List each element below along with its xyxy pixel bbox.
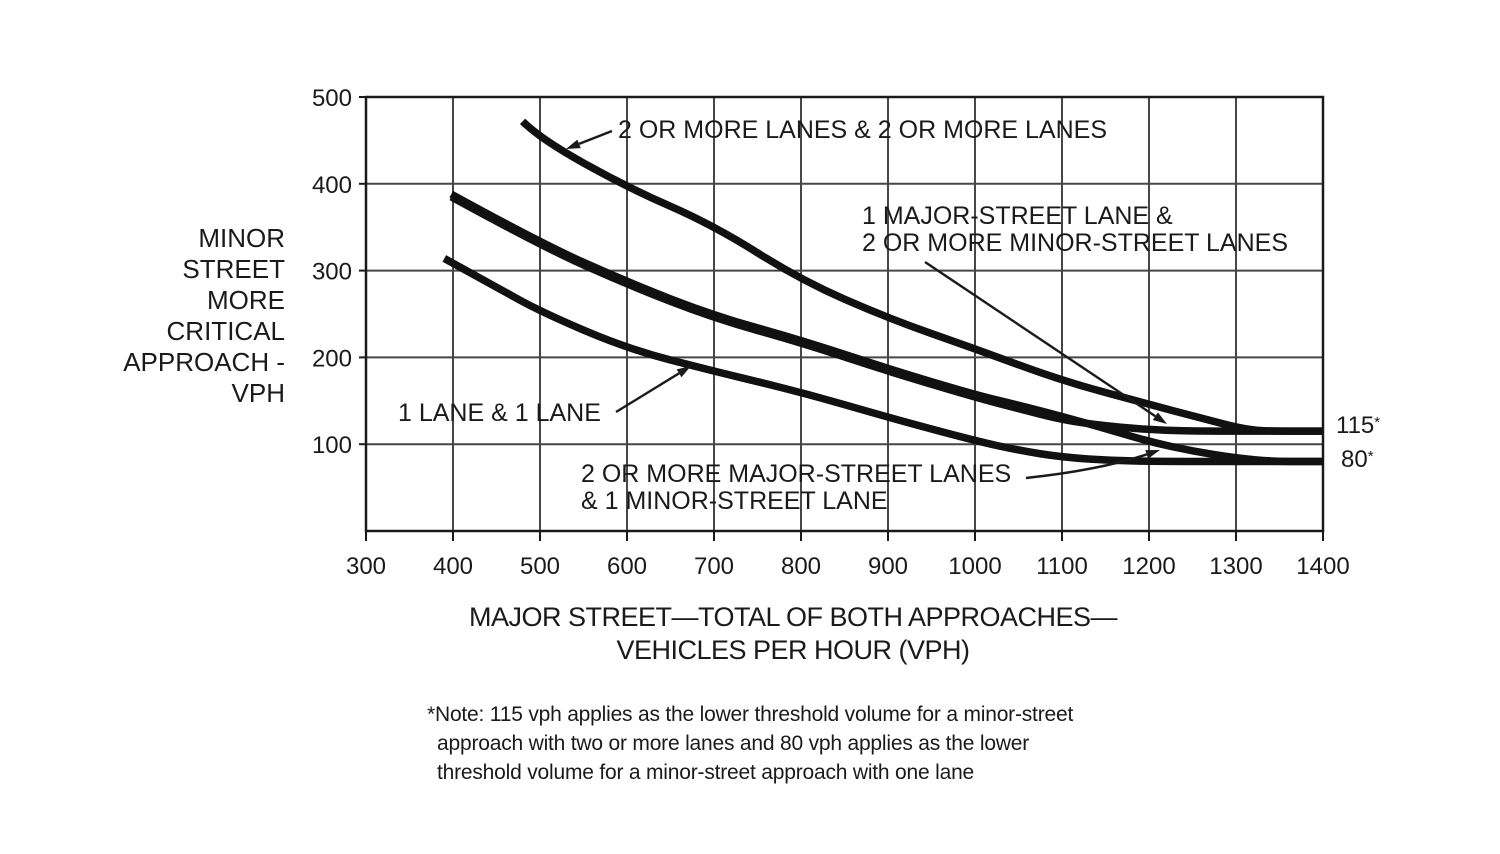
curve-label-line: 2 OR MORE MAJOR-STREET LANES	[581, 460, 1012, 488]
asterisk: *	[1367, 448, 1374, 465]
y-axis-title-line: CRITICAL	[166, 316, 285, 346]
arrowhead-icon	[566, 139, 581, 149]
y-axis-title-line: VPH	[231, 378, 285, 408]
y-tick-label: 500	[312, 85, 352, 112]
curve-label-2-or-more-and-2-or-more: 2 OR MORE LANES & 2 OR MORE LANES	[618, 116, 1108, 144]
leader-line	[615, 372, 680, 414]
x-tick-label: 600	[607, 553, 647, 580]
x-axis-title: MAJOR STREET—TOTAL OF BOTH APPROACHES— V…	[443, 601, 1143, 667]
warrant-curve	[442, 255, 1323, 466]
y-axis-title-line: APPROACH -	[123, 347, 285, 377]
y-tick-label: 300	[312, 259, 352, 286]
footnote-line: threshold volume for a minor-street appr…	[437, 761, 975, 784]
leader-line	[578, 129, 613, 146]
threshold-label-115: 115*	[1336, 412, 1381, 439]
y-axis-title-line: STREET	[182, 254, 285, 284]
x-tick-label: 800	[781, 553, 821, 580]
y-tick-label: 100	[312, 432, 352, 459]
x-tick-label: 400	[433, 553, 473, 580]
x-tick-label: 300	[346, 553, 386, 580]
threshold-label-80: 80*	[1341, 446, 1374, 473]
x-tick-label: 700	[694, 553, 734, 580]
y-tick-label: 400	[312, 172, 352, 199]
y-tick-label: 200	[312, 345, 352, 372]
curve-label-line: 2 OR MORE MINOR-STREET LANES	[862, 229, 1288, 257]
footnote-line: approach with two or more lanes and 80 v…	[437, 732, 1030, 755]
x-tick-label: 900	[868, 553, 908, 580]
y-axis-title: MINOR STREET MORE CRITICAL APPROACH - VP…	[90, 223, 285, 409]
curve-label-2-or-more-major-1-minor: 2 OR MORE MAJOR-STREET LANES & 1 MINOR-S…	[581, 461, 1011, 515]
curve-label-1-lane-and-1-lane: 1 LANE & 1 LANE	[398, 399, 601, 427]
x-axis-title-line: VEHICLES PER HOUR (VPH)	[616, 635, 970, 665]
asterisk: *	[1374, 414, 1381, 431]
arrowhead-icon	[1145, 450, 1160, 459]
arrowhead-icon	[1152, 412, 1167, 424]
arrowhead-icon	[676, 366, 691, 378]
x-tick-label: 1100	[1036, 553, 1088, 580]
x-tick-label: 1200	[1122, 553, 1175, 580]
y-axis-title-line: MORE	[207, 285, 285, 315]
plot-border	[364, 95, 1325, 533]
footnote: *Note: 115 vph applies as the lower thre…	[427, 700, 1073, 787]
x-axis-title-line: MAJOR STREET—TOTAL OF BOTH APPROACHES—	[468, 602, 1118, 632]
warrant-curve	[449, 193, 1323, 435]
curve-label-line: 1 MAJOR-STREET LANE &	[862, 202, 1173, 230]
x-tick-label: 500	[520, 553, 560, 580]
curve-label-line: & 1 MINOR-STREET LANE	[581, 487, 888, 515]
y-axis-title-line: MINOR	[198, 223, 285, 253]
warrant-curve	[519, 118, 1323, 435]
leader-line	[924, 261, 1157, 418]
x-tick-label: 1000	[948, 553, 1001, 580]
footnote-line: *Note: 115 vph applies as the lower thre…	[427, 703, 1074, 726]
x-tick-label: 1400	[1296, 553, 1349, 580]
x-tick-label: 1300	[1209, 553, 1262, 580]
leader-line	[1025, 453, 1148, 480]
curve-label-1-major-2-or-more-minor: 1 MAJOR-STREET LANE & 2 OR MORE MINOR-ST…	[862, 203, 1288, 257]
